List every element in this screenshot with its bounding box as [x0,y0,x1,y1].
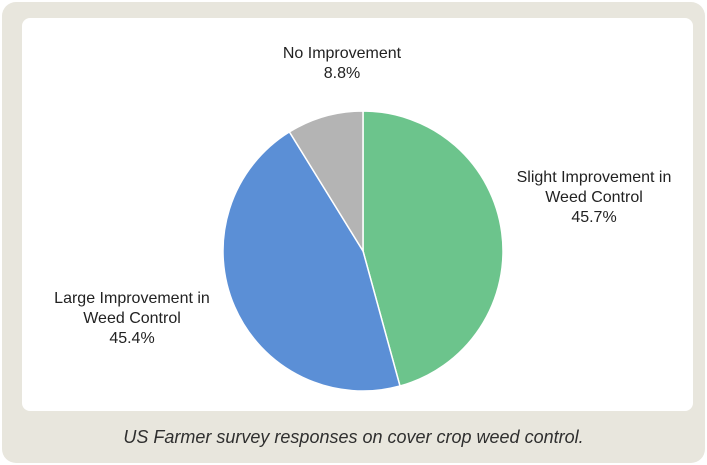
chart-panel: Slight Improvement in Weed Control 45.7% La… [22,18,693,411]
slice-label-1: Large Improvement in Weed Control 45.4% [54,290,210,347]
figure-caption: US Farmer survey responses on cover crop… [123,427,584,447]
slice-label-line: Weed Control [83,310,181,327]
slice-label-line: 45.7% [571,209,616,226]
slice-label-line: 8.8% [324,65,360,82]
slice-label-line: Weed Control [545,189,643,206]
pie-slice-1 [222,130,401,392]
pie-slices [222,110,504,392]
pie-slice-0 [362,110,504,387]
slice-label-line: 45.4% [109,330,154,347]
pie-labels: Slight Improvement in Weed Control 45.7% La… [54,45,671,347]
slice-label-line: Large Improvement in [54,290,210,307]
pie-slice-2 [288,110,364,254]
slice-label-line: No Improvement [283,45,402,62]
slice-label-0: Slight Improvement in Weed Control 45.7% [517,169,672,226]
slice-label-line: Slight Improvement in [517,169,672,186]
pie-chart: Slight Improvement in Weed Control 45.7% La… [54,45,671,392]
slice-label-2: No Improvement 8.8% [283,45,402,82]
